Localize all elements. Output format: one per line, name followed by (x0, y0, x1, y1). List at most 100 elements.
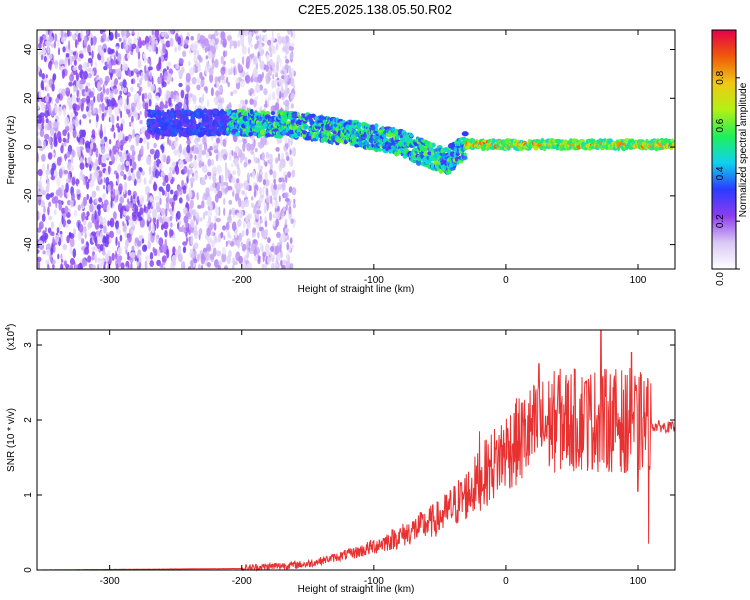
heatmap-cell (117, 240, 120, 247)
heatmap-cell (133, 37, 138, 44)
heatmap-cell (84, 90, 89, 97)
heatmap-cell (216, 164, 222, 174)
heatmap-cell (108, 236, 112, 244)
heatmap-cell (186, 31, 190, 37)
heatmap-cell (156, 63, 161, 72)
heatmap-cell (74, 39, 78, 49)
heatmap-cell (80, 30, 84, 39)
heatmap-cell (242, 138, 247, 144)
heatmap-cell (461, 131, 469, 137)
heatmap-cell (240, 200, 246, 209)
heatmap-cell (149, 252, 154, 260)
heatmap-cell (174, 30, 180, 33)
heatmap-cell (139, 86, 143, 93)
heatmap-cell (233, 40, 238, 49)
heatmap-cell (216, 81, 220, 89)
heatmap-cell (134, 205, 139, 214)
heatmap-cell (221, 187, 225, 193)
heatmap-cell (110, 127, 115, 132)
heatmap-cell (76, 89, 79, 98)
heatmap-cell (69, 257, 75, 266)
heatmap-cell (271, 62, 276, 68)
heatmap-cell (86, 30, 89, 35)
heatmap-cell (89, 196, 93, 204)
heatmap-cell (244, 192, 247, 198)
heatmap-cell (64, 153, 67, 162)
heatmap-cell (83, 47, 87, 53)
heatmap-cell (245, 185, 250, 191)
heatmap-cell (137, 39, 143, 49)
heatmap-cell (227, 186, 233, 191)
heatmap-cell (220, 66, 226, 76)
heatmap-cell (275, 43, 279, 51)
heatmap-cell (39, 128, 45, 138)
heatmap-cell (284, 192, 289, 199)
heatmap-cell (277, 205, 280, 213)
heatmap-cell (108, 161, 113, 166)
heatmap-cell (43, 140, 46, 150)
heatmap-cell (182, 241, 188, 246)
heatmap-cell (68, 40, 71, 51)
heatmap-cell (120, 170, 125, 177)
heatmap-cell (202, 164, 208, 173)
heatmap-cell (374, 123, 379, 129)
heatmap-cell (140, 145, 144, 155)
heatmap-cell (241, 190, 245, 196)
snr-y-axis-label: SNR (10 * v/v) (6, 408, 17, 472)
heatmap-cell (212, 247, 217, 257)
heatmap-cell (290, 218, 294, 224)
heatmap-cell (224, 167, 229, 176)
heatmap-cell (101, 154, 107, 164)
heatmap-cell (588, 138, 596, 144)
heatmap-cell (255, 34, 260, 41)
heatmap-cell (204, 142, 208, 151)
heatmap-cell (260, 136, 263, 144)
heatmap-cell (246, 263, 251, 269)
heatmap-cell (146, 155, 152, 166)
heatmap-cell (254, 147, 258, 153)
heatmap-cell (240, 99, 246, 105)
heatmap-cell (285, 151, 289, 157)
heatmap-cell (103, 48, 107, 53)
heatmap-cell (167, 76, 170, 82)
heatmap-cell (116, 115, 119, 122)
heatmap-cell (370, 126, 377, 131)
heatmap-cell (168, 197, 174, 203)
heatmap-cell (267, 98, 270, 108)
heatmap-cell (259, 34, 262, 44)
heatmap-cell (63, 260, 67, 267)
heatmap-cell (165, 40, 171, 48)
heatmap-cell (124, 135, 129, 142)
heatmap-cell (238, 232, 243, 242)
heatmap-cell (164, 190, 168, 197)
heatmap-cell (79, 162, 85, 170)
heatmap-cell (178, 69, 184, 76)
heatmap-cell (276, 54, 280, 64)
heatmap-cell (245, 228, 249, 236)
heatmap-cell (116, 194, 119, 201)
heatmap-cell (250, 150, 255, 155)
heatmap-cell (86, 147, 90, 154)
heatmap-cell (54, 59, 59, 69)
heatmap-cell (240, 80, 245, 88)
heatmap-cell (208, 216, 212, 225)
heatmap-cell (113, 132, 116, 139)
heatmap-cell (98, 262, 103, 269)
heatmap-cell (226, 35, 232, 41)
heatmap-cell (61, 215, 64, 225)
heatmap-cell (125, 204, 130, 210)
heatmap-cell (258, 174, 263, 183)
heatmap-cell (162, 181, 166, 187)
heatmap-cell (264, 220, 268, 228)
heatmap-cell (262, 253, 265, 263)
heatmap-cell (193, 50, 197, 56)
heatmap-cell (151, 30, 154, 35)
heatmap-cell (456, 160, 460, 165)
heatmap-cell (159, 216, 163, 223)
heatmap-cell (93, 233, 96, 242)
heatmap-cell (156, 218, 159, 229)
heatmap-cell (161, 81, 167, 88)
snr-y-multiplier: (x104) (5, 324, 17, 351)
heatmap-cell (37, 131, 40, 137)
heatmap-cell (284, 90, 288, 98)
